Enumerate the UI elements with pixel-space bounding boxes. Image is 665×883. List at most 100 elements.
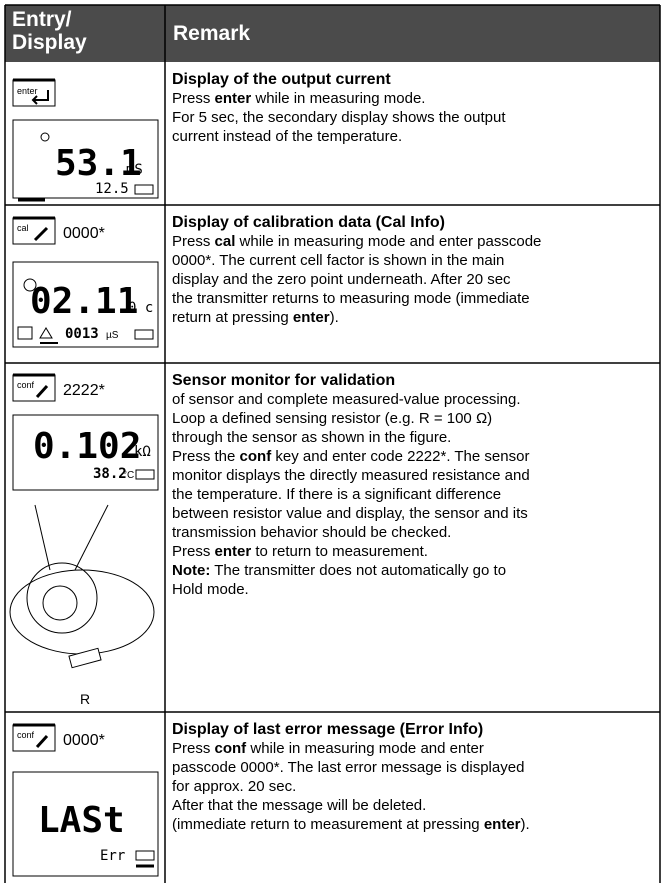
remark-line: through the sensor as shown in the figur…: [172, 428, 658, 447]
bold-text: conf: [239, 448, 272, 465]
entry-1: enter 53.1 mS 12.5: [12, 78, 159, 202]
sensor-figure: [9, 504, 155, 669]
lcd-main: LASt: [38, 800, 125, 841]
remark-line: Press enter while in measuring mode.: [172, 89, 658, 108]
text: of sensor and complete measured-value pr…: [172, 391, 521, 408]
remark-line: After that the message will be deleted.: [172, 796, 658, 815]
remark-line: passcode 0000*. The last error message i…: [172, 758, 658, 777]
remark: Display of last error message (Error Inf…: [172, 720, 658, 834]
text: 0000*. The current cell factor is shown …: [172, 252, 505, 269]
text: Press: [172, 90, 215, 107]
remark-line: transmission behavior should be checked.: [172, 523, 658, 542]
text: the transmitter returns to measuring mod…: [172, 290, 530, 307]
figure-label: R: [80, 691, 90, 707]
remark-line: monitor displays the directly measured r…: [172, 466, 658, 485]
entry-2: cal 0000* 02.11 0 c 0013 µS: [12, 216, 159, 348]
remark-line: (immediate return to measurement at pres…: [172, 815, 658, 834]
passcode: 0000*: [63, 732, 105, 749]
text: current instead of the temperature.: [172, 128, 403, 145]
header-bg: [5, 5, 660, 62]
text: Press: [172, 543, 215, 560]
bold-text: conf: [214, 740, 247, 757]
header-remark: Remark: [173, 22, 251, 45]
text: the temperature. If there is a significa…: [172, 486, 502, 503]
remark-line: between resistor value and display, the …: [172, 504, 658, 523]
entry-4: conf 0000* LASt Err: [12, 723, 159, 877]
remark-line: Loop a defined sensing resistor (e.g. R …: [172, 409, 658, 428]
lcd-unit: mS: [126, 162, 143, 178]
text: Press the: [172, 448, 240, 465]
text: ).: [329, 309, 339, 326]
table-lines: [4, 4, 661, 883]
text: between resistor value and display, the …: [172, 505, 528, 522]
text: After that the message will be deleted.: [172, 797, 427, 814]
entry-3: conf 2222* 0.102 kΩ 38.2 °C R: [9, 373, 159, 707]
remark-line: for approx. 20 sec.: [172, 777, 658, 796]
remark: Sensor monitor for validation of sensor a…: [172, 371, 658, 599]
remark-line: return at pressing enter).: [172, 308, 658, 327]
text: passcode 0000*. The last error message i…: [172, 759, 525, 776]
lcd-main: 53.1: [55, 143, 142, 184]
text: Press: [172, 740, 215, 757]
lcd-secondary: 0013: [65, 326, 99, 342]
passcode: 0000*: [63, 225, 105, 242]
remark-title: Sensor monitor for validation: [172, 372, 396, 389]
lcd-secondary-unit: µS: [106, 330, 119, 341]
text: monitor displays the directly measured r…: [172, 467, 530, 484]
remark-line: the transmitter returns to measuring mod…: [172, 289, 658, 308]
remark-title: Display of the output current: [172, 71, 391, 88]
lcd-secondary: 12.5: [95, 181, 129, 197]
text: (immediate return to measurement at pres…: [172, 816, 484, 833]
text: while in measuring mode and enter passco…: [235, 233, 542, 250]
bold-text: Note:: [172, 562, 211, 579]
remark-line: Note: The transmitter does not automatic…: [172, 561, 658, 580]
remark-line: Press cal while in measuring mode and en…: [172, 232, 658, 251]
remark-title: Display of last error message (Error Inf…: [172, 721, 484, 738]
text: Loop a defined sensing resistor (e.g. R …: [172, 410, 493, 427]
lcd-secondary-unit: °C: [123, 470, 134, 481]
remark-line: the temperature. If there is a significa…: [172, 485, 658, 504]
remark-line: For 5 sec, the secondary display shows t…: [172, 108, 658, 127]
remark-line: Hold mode.: [172, 580, 658, 599]
text: while in measuring mode and enter: [246, 740, 484, 757]
remark: Display of the output current Press enter…: [172, 70, 658, 146]
remark-line: Press conf while in measuring mode and e…: [172, 739, 658, 758]
text: display and the zero point underneath. A…: [172, 271, 511, 288]
text: ).: [520, 816, 530, 833]
text: key and enter code 2222*. The sensor: [271, 448, 530, 465]
bold-text: enter: [214, 90, 252, 107]
text: Hold mode.: [172, 581, 249, 598]
remark-line: 0000*. The current cell factor is shown …: [172, 251, 658, 270]
lcd-unit: 0 c: [128, 300, 153, 316]
text: to return to measurement.: [251, 543, 428, 560]
bold-text: enter: [483, 816, 521, 833]
lcd-unit: kΩ: [134, 444, 151, 460]
lcd-main: 0.102: [33, 426, 141, 467]
lcd-secondary: 38.2: [93, 466, 127, 482]
passcode: 2222*: [63, 382, 105, 399]
remark-title: Display of calibration data (Cal Info): [172, 214, 445, 231]
text: transmission behavior should be checked.: [172, 524, 452, 541]
text: The transmitter does not automatically g…: [210, 562, 507, 579]
text: while in measuring mode.: [251, 90, 426, 107]
remark-line: of sensor and complete measured-value pr…: [172, 390, 658, 409]
key-label: conf: [17, 380, 35, 390]
text: Press: [172, 233, 215, 250]
text: through the sensor as shown in the figur…: [172, 429, 452, 446]
text: for approx. 20 sec.: [172, 778, 297, 795]
bold-text: cal: [214, 233, 236, 250]
remark-line: current instead of the temperature.: [172, 127, 658, 146]
lcd-main: 02.11: [30, 281, 138, 322]
remark-line: display and the zero point underneath. A…: [172, 270, 658, 289]
remark-line: Press the conf key and enter code 2222*.…: [172, 447, 658, 466]
text: return at pressing: [172, 309, 293, 326]
text: For 5 sec, the secondary display shows t…: [172, 109, 506, 126]
header-entry: Entry/ Display: [12, 8, 87, 54]
bold-text: enter: [214, 543, 252, 560]
key-label: cal: [17, 223, 29, 233]
remark: Display of calibration data (Cal Info) Pr…: [172, 213, 658, 327]
lcd-secondary: Err: [100, 848, 125, 864]
key-label: enter: [17, 86, 38, 96]
